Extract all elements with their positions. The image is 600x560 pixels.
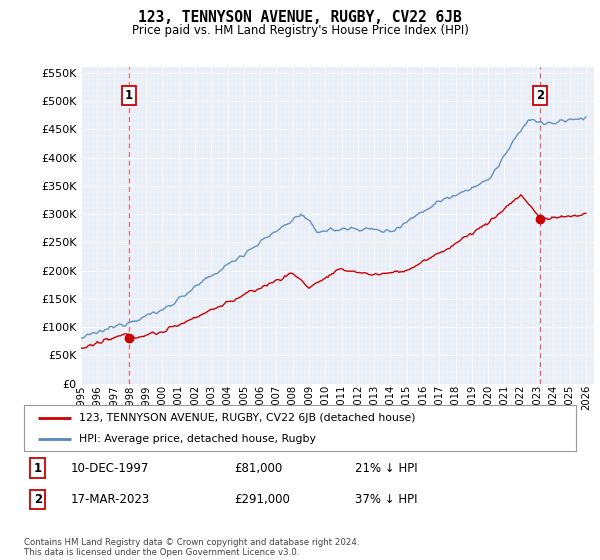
Text: 10-DEC-1997: 10-DEC-1997 <box>71 462 149 475</box>
Text: 123, TENNYSON AVENUE, RUGBY, CV22 6JB: 123, TENNYSON AVENUE, RUGBY, CV22 6JB <box>138 10 462 25</box>
Text: 2: 2 <box>536 89 544 102</box>
Text: £81,000: £81,000 <box>234 462 282 475</box>
Text: 2: 2 <box>34 493 42 506</box>
Text: Price paid vs. HM Land Registry's House Price Index (HPI): Price paid vs. HM Land Registry's House … <box>131 24 469 36</box>
Text: HPI: Average price, detached house, Rugby: HPI: Average price, detached house, Rugb… <box>79 435 316 444</box>
Text: £291,000: £291,000 <box>234 493 290 506</box>
Text: 1: 1 <box>34 462 42 475</box>
Text: Contains HM Land Registry data © Crown copyright and database right 2024.
This d: Contains HM Land Registry data © Crown c… <box>24 538 359 557</box>
Text: 17-MAR-2023: 17-MAR-2023 <box>71 493 150 506</box>
Text: 37% ↓ HPI: 37% ↓ HPI <box>355 493 418 506</box>
Text: 21% ↓ HPI: 21% ↓ HPI <box>355 462 418 475</box>
Text: 123, TENNYSON AVENUE, RUGBY, CV22 6JB (detached house): 123, TENNYSON AVENUE, RUGBY, CV22 6JB (d… <box>79 413 416 423</box>
Text: 1: 1 <box>124 89 133 102</box>
